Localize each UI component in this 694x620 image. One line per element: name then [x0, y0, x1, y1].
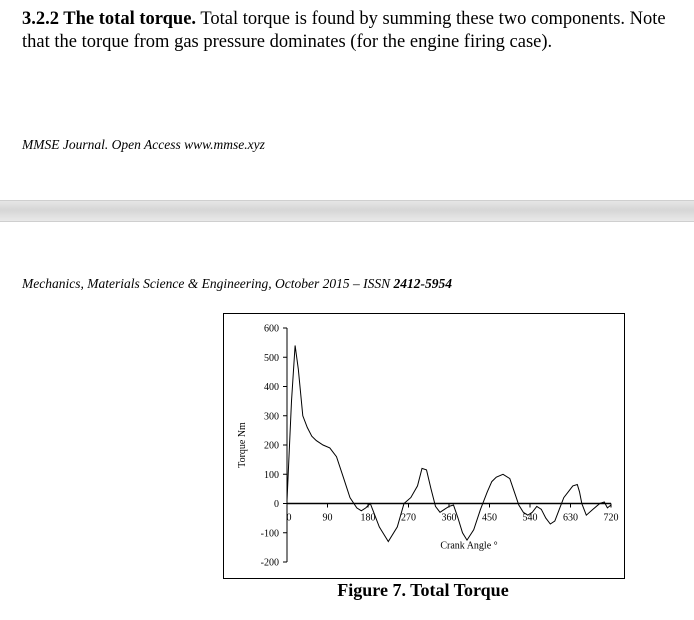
x-tick-label: 540	[523, 513, 538, 524]
x-tick-label: 90	[323, 513, 333, 524]
x-tick-label: 360	[442, 513, 457, 524]
figure-caption: Figure 7. Total Torque	[337, 580, 509, 600]
y-tick-label: 0	[274, 499, 279, 510]
x-tick-label: 0	[287, 513, 292, 524]
y-tick-label: 400	[264, 382, 279, 393]
paragraph-text: Total torque is found by summing these t…	[22, 9, 666, 52]
y-tick-label: 200	[264, 441, 279, 452]
upper-page: 3.2.2 The total torque. Total torque is …	[0, 0, 694, 200]
torque-chart: 600 500 400 300 200 100 0 -100 -200 0 90 180 270 360…	[237, 324, 619, 569]
lower-page: Mechanics, Materials Science & Engineeri…	[0, 222, 694, 620]
x-tick-label: 180	[361, 513, 376, 524]
page-header-journal: Mechanics, Materials Science & Engineeri…	[22, 276, 452, 292]
x-tick-label: 720	[604, 513, 619, 524]
y-tick-label: 300	[264, 411, 279, 422]
figure-frame: 600 500 400 300 200 100 0 -100 -200 0 90 180 270 360…	[223, 313, 625, 579]
issn-number: 2412-5954	[393, 276, 453, 291]
series-line-total-torque	[286, 345, 612, 543]
x-tick-label: 270	[401, 513, 416, 524]
y-axis-title: Torque Nm	[237, 422, 248, 468]
x-tick-label: 450	[482, 513, 497, 524]
page-separator	[0, 200, 694, 222]
journal-title: Mechanics, Materials Science & Engineeri…	[22, 276, 394, 291]
y-tick-label: -100	[261, 528, 279, 539]
y-tick-label: 600	[264, 324, 279, 335]
y-tick-label: 500	[264, 353, 279, 364]
section-heading: 3.2.2 The total torque.	[22, 9, 197, 29]
body-paragraph: 3.2.2 The total torque. Total torque is …	[22, 8, 692, 54]
y-tick-label: -200	[261, 558, 279, 569]
page-footer-journal: MMSE Journal. Open Access www.mmse.xyz	[22, 137, 265, 152]
x-axis-title: Crank Angle °	[440, 541, 497, 552]
y-tick-label: 100	[264, 470, 279, 481]
x-tick-label: 630	[563, 513, 578, 524]
